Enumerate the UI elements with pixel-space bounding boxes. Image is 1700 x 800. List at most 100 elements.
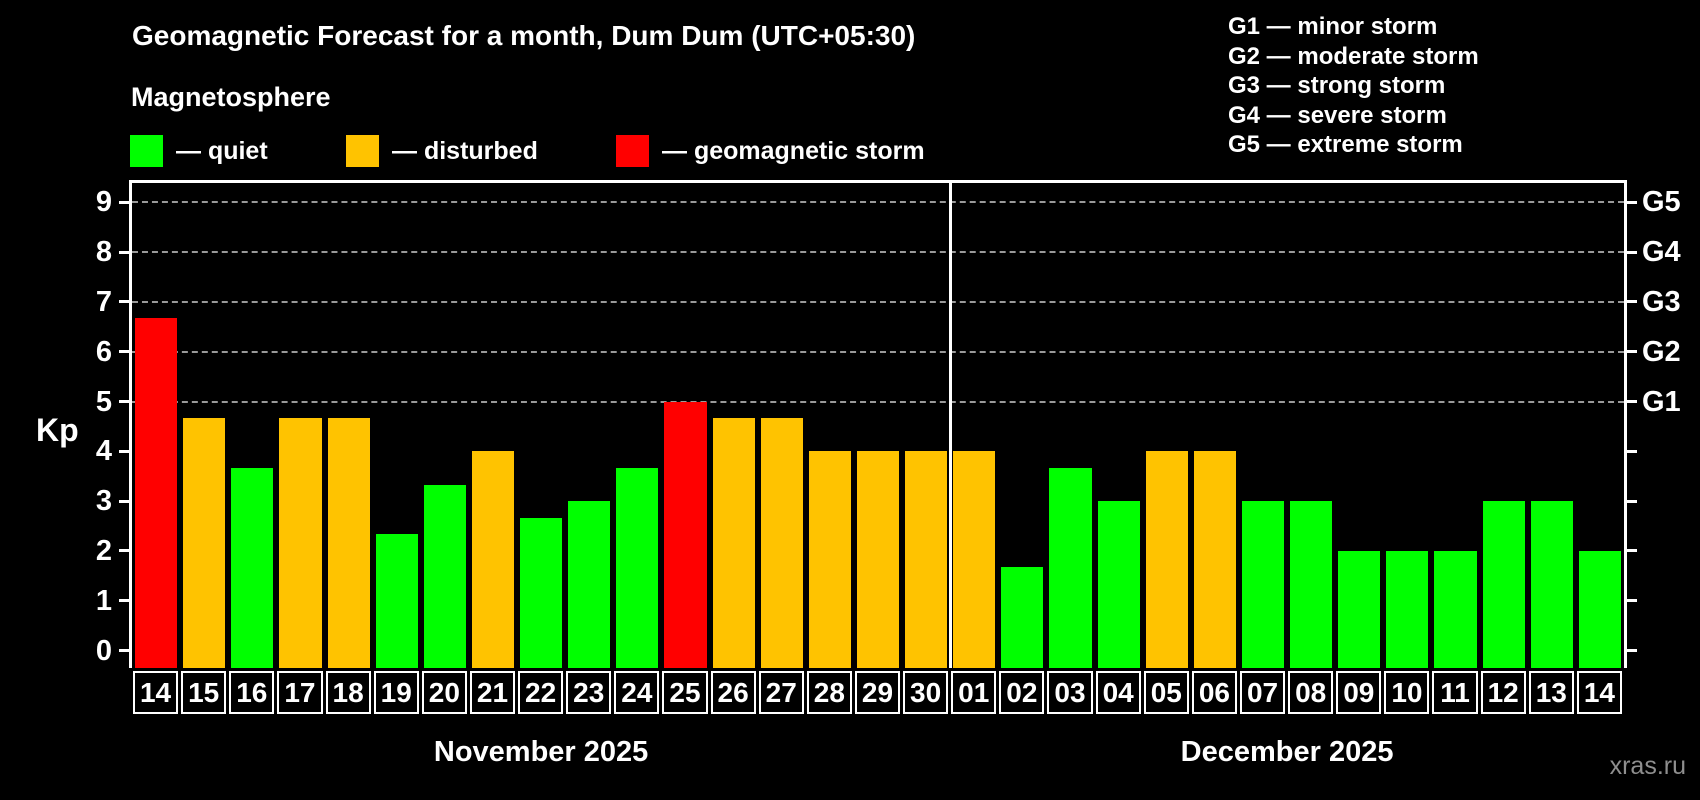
disturbed-legend-swatch bbox=[346, 135, 379, 167]
day-label-18: 18 bbox=[325, 671, 371, 714]
y-tick-left-0 bbox=[119, 649, 129, 652]
y-tick-left-2 bbox=[119, 549, 129, 553]
storm-legend-swatch bbox=[616, 135, 649, 167]
storm-scale-legend-line: G5 — extreme storm bbox=[1228, 131, 1463, 158]
day-label-04: 04 bbox=[1095, 671, 1141, 714]
plot-border-left bbox=[129, 180, 132, 668]
y-tick-left-1 bbox=[119, 599, 129, 603]
gridline-kp7 bbox=[132, 300, 1624, 303]
storm-scale-legend-line: G1 — minor storm bbox=[1228, 13, 1438, 40]
day-label-16: 16 bbox=[229, 671, 275, 714]
y-tick-label-7: 7 bbox=[95, 285, 112, 318]
day-label-06: 06 bbox=[1191, 671, 1237, 714]
y-tick-left-5 bbox=[119, 400, 129, 403]
right-axis-label-G2: G2 bbox=[1642, 335, 1681, 368]
day-label-13: 13 bbox=[1528, 671, 1574, 714]
day-label-15: 15 bbox=[181, 671, 227, 714]
quiet-legend-swatch bbox=[130, 135, 163, 167]
kp-bar-day-10 bbox=[1386, 550, 1429, 668]
right-axis-label-G1: G1 bbox=[1642, 385, 1681, 418]
day-label-01: 01 bbox=[951, 671, 997, 714]
kp-bar-day-26 bbox=[712, 417, 755, 668]
y-tick-left-8 bbox=[119, 250, 129, 254]
day-label-27: 27 bbox=[758, 671, 804, 714]
day-label-25: 25 bbox=[662, 671, 708, 714]
kp-bar-day-02 bbox=[1001, 567, 1044, 668]
y-tick-left-3 bbox=[119, 499, 129, 503]
day-label-29: 29 bbox=[854, 671, 901, 714]
day-label-02: 02 bbox=[999, 671, 1045, 714]
kp-bar-day-15 bbox=[183, 417, 226, 668]
y-tick-right-1 bbox=[1627, 599, 1637, 603]
disturbed-legend-label: — disturbed bbox=[392, 137, 538, 165]
kp-bar-day-14 bbox=[1578, 550, 1621, 668]
kp-bar-day-04 bbox=[1097, 501, 1140, 668]
kp-bar-day-22 bbox=[520, 517, 563, 668]
kp-bar-day-05 bbox=[1145, 451, 1188, 668]
y-axis-label: Kp bbox=[36, 412, 79, 448]
day-label-05: 05 bbox=[1143, 671, 1189, 714]
y-tick-right-9 bbox=[1627, 200, 1637, 204]
kp-bar-day-24 bbox=[616, 467, 659, 668]
kp-bar-day-27 bbox=[760, 417, 803, 668]
day-label-11: 11 bbox=[1432, 671, 1478, 714]
gridline-kp8 bbox=[132, 251, 1624, 254]
kp-bar-day-17 bbox=[279, 417, 322, 668]
y-tick-label-4: 4 bbox=[95, 435, 112, 468]
kp-bar-day-14 bbox=[135, 318, 178, 668]
plot-border-top bbox=[129, 180, 1627, 183]
day-label-26: 26 bbox=[710, 671, 756, 714]
y-tick-right-6 bbox=[1627, 350, 1637, 354]
quiet-legend-label: — quiet bbox=[176, 137, 268, 165]
day-label-10: 10 bbox=[1384, 671, 1430, 714]
kp-bar-day-25 bbox=[664, 401, 707, 668]
chart-subtitle: Magnetosphere bbox=[131, 82, 331, 112]
day-label-23: 23 bbox=[566, 671, 612, 714]
kp-bar-day-01 bbox=[953, 451, 996, 668]
gridline-kp6 bbox=[132, 350, 1624, 353]
month-separator bbox=[949, 183, 952, 668]
day-label-09: 09 bbox=[1336, 671, 1382, 714]
y-tick-label-2: 2 bbox=[95, 534, 112, 567]
month-label-1: November 2025 bbox=[433, 736, 649, 768]
chart-title: Geomagnetic Forecast for a month, Dum Du… bbox=[132, 20, 916, 51]
storm-scale-legend-line: G4 — severe storm bbox=[1228, 101, 1447, 129]
y-tick-label-5: 5 bbox=[95, 385, 112, 418]
kp-bar-day-29 bbox=[856, 451, 900, 668]
kp-bar-day-13 bbox=[1530, 501, 1573, 668]
kp-bar-day-11 bbox=[1434, 550, 1477, 668]
kp-bar-day-16 bbox=[231, 467, 274, 668]
day-label-12: 12 bbox=[1480, 671, 1526, 714]
y-tick-left-7 bbox=[119, 300, 129, 304]
y-tick-label-3: 3 bbox=[95, 485, 112, 518]
y-tick-label-9: 9 bbox=[95, 186, 112, 219]
y-tick-label-8: 8 bbox=[95, 236, 112, 269]
storm-scale-legend-line: G2 — moderate storm bbox=[1228, 42, 1479, 70]
gridline-kp5 bbox=[132, 400, 1624, 403]
kp-bar-day-19 bbox=[375, 534, 418, 668]
plot-border-right bbox=[1624, 180, 1627, 668]
day-label-08: 08 bbox=[1288, 671, 1334, 714]
day-label-22: 22 bbox=[518, 671, 564, 714]
day-label-03: 03 bbox=[1047, 671, 1093, 714]
y-tick-left-6 bbox=[119, 350, 129, 354]
y-tick-right-2 bbox=[1627, 549, 1637, 553]
kp-bar-day-03 bbox=[1049, 467, 1092, 668]
kp-bar-day-08 bbox=[1290, 501, 1333, 668]
day-label-30: 30 bbox=[903, 671, 949, 714]
day-label-14: 14 bbox=[1576, 671, 1622, 714]
y-tick-label-6: 6 bbox=[95, 335, 112, 368]
right-axis-label-G3: G3 bbox=[1642, 285, 1681, 318]
month-label-2: December 2025 bbox=[1180, 736, 1394, 768]
gridline-kp9 bbox=[132, 201, 1624, 204]
kp-bar-day-06 bbox=[1193, 451, 1236, 668]
right-axis-label-G4: G4 bbox=[1642, 236, 1681, 269]
y-tick-right-7 bbox=[1627, 300, 1637, 304]
y-tick-label-1: 1 bbox=[95, 584, 112, 617]
kp-bar-day-23 bbox=[568, 501, 611, 668]
y-tick-right-5 bbox=[1627, 400, 1637, 403]
storm-scale-legend-line: G3 — strong storm bbox=[1228, 72, 1446, 99]
day-label-17: 17 bbox=[277, 671, 323, 714]
storm-scale-legend: G1 — minor storm G2 — moderate storm G3 — … bbox=[1228, 12, 1479, 160]
day-label-20: 20 bbox=[421, 671, 467, 714]
